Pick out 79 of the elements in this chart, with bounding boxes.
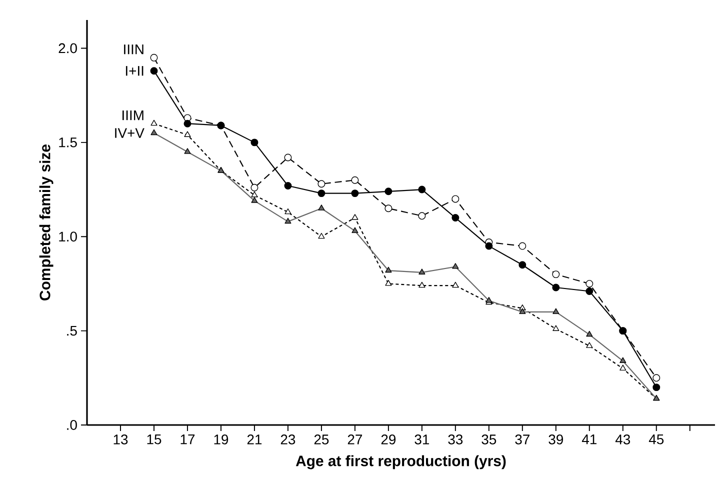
point (150, 54, 158, 62)
point (518, 242, 526, 250)
point (184, 131, 191, 137)
x-axis-title: Age at first reproduction (yrs) (296, 455, 506, 470)
x-tick-label: 39 (548, 434, 563, 444)
x-tick-label: 29 (381, 434, 396, 444)
point (284, 218, 292, 224)
point (586, 342, 593, 348)
point (318, 190, 326, 198)
point (251, 191, 258, 198)
point (586, 288, 594, 295)
x-tick-label: 15 (147, 434, 162, 444)
point (452, 263, 459, 269)
point (150, 129, 158, 136)
point (452, 214, 460, 222)
series-label: IIIN (124, 44, 144, 54)
point (385, 266, 392, 273)
x-tick-label: 31 (414, 434, 430, 444)
point (418, 282, 426, 288)
point (620, 357, 626, 363)
x-tick-label: 35 (482, 434, 496, 444)
point (452, 195, 460, 203)
point (384, 204, 392, 212)
y-tick-label: 1.5 (59, 138, 77, 148)
point (318, 180, 326, 188)
point (251, 197, 258, 203)
point (284, 182, 292, 190)
series-label: IIIM (122, 110, 144, 120)
y-tick-label: .5 (67, 326, 77, 336)
x-tick-label: 19 (214, 434, 228, 444)
x-tick-label: 37 (515, 434, 530, 444)
point (518, 261, 526, 269)
series-label: IV+V (115, 128, 144, 138)
point (620, 364, 626, 371)
point (284, 208, 292, 214)
point (586, 280, 594, 288)
x-tick-label: 13 (114, 434, 128, 444)
point (452, 282, 459, 288)
point (318, 204, 325, 210)
point (250, 184, 258, 192)
point (519, 308, 526, 314)
x-tick-label: 41 (582, 434, 596, 444)
point (318, 232, 325, 239)
point (485, 242, 493, 250)
point (552, 284, 560, 292)
point (284, 154, 292, 162)
point (552, 308, 560, 314)
point (150, 67, 158, 75)
point (586, 330, 593, 337)
point (418, 212, 426, 220)
x-tick-label: 21 (247, 434, 262, 444)
point (384, 188, 392, 196)
x-tick-label: 23 (280, 434, 296, 444)
y-tick-label: 1.0 (59, 232, 77, 242)
x-tick-label: 45 (648, 434, 664, 444)
y-tick-label: 2.0 (58, 43, 77, 54)
point (184, 148, 191, 154)
x-tick-label: 33 (448, 434, 463, 444)
y-tick-label: .0 (67, 420, 77, 430)
point (352, 227, 358, 234)
x-tick-label: 27 (348, 434, 362, 444)
point (552, 270, 560, 278)
x-tick-label: 17 (180, 434, 195, 444)
point (418, 186, 426, 194)
point (150, 120, 158, 126)
point (250, 138, 258, 146)
x-tick-label: 43 (615, 434, 630, 444)
point (652, 384, 660, 392)
point (351, 190, 359, 198)
series-label: I+II (126, 66, 144, 76)
point (351, 176, 359, 184)
point (418, 268, 426, 274)
point (652, 374, 660, 382)
x-tick-label: 25 (314, 434, 329, 444)
point (385, 280, 392, 286)
point (184, 120, 192, 128)
point (552, 325, 560, 331)
y-axis-title: Completed family size (39, 144, 54, 300)
point (352, 214, 358, 220)
